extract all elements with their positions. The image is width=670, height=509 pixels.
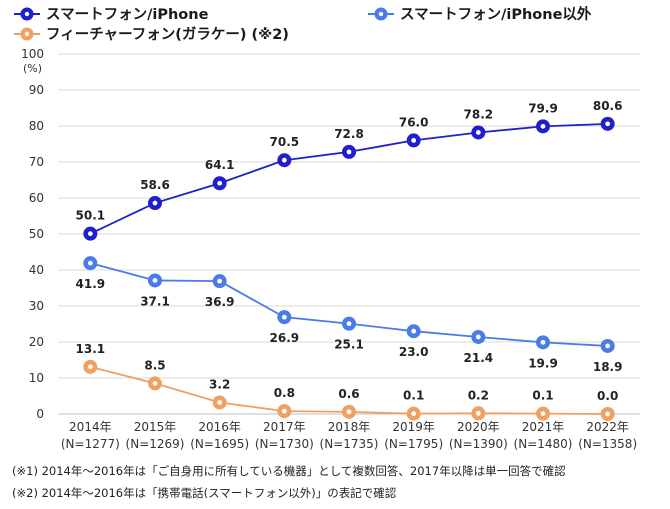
legend-label-smartphone-other: スマートフォン/iPhone以外 xyxy=(400,7,592,23)
legend-marker-smartphone-iphone xyxy=(14,7,40,20)
x-sample-size-label: (N=1480) xyxy=(514,437,573,451)
data-point-center xyxy=(217,180,223,186)
data-point-center xyxy=(87,364,93,370)
x-tick-label: 2022年 xyxy=(586,420,629,434)
x-sample-size-label: (N=1795) xyxy=(384,437,443,451)
data-label: 0.0 xyxy=(597,389,618,403)
line-chart: 0 10 20 30 40 50 60 70 80 90 100(%) 2014年 (N=1277) 20… xyxy=(21,47,640,451)
data-label: 80.6 xyxy=(593,99,623,113)
footnote-2: (※2) 2014年～2016年は「携帯電話(スマートフォン以外)」の表記で確認 xyxy=(12,486,397,500)
data-label: 26.9 xyxy=(270,331,300,345)
data-point-center xyxy=(411,138,417,143)
legend-item-smartphone-iphone: スマートフォン/iPhone xyxy=(14,3,208,24)
data-label: 50.1 xyxy=(76,209,106,223)
data-label: 0.2 xyxy=(468,388,489,402)
x-sample-size-label: (N=1735) xyxy=(320,437,379,451)
data-point-center xyxy=(281,408,287,414)
data-point-center xyxy=(475,130,481,135)
data-point-center xyxy=(411,411,417,417)
x-tick-label: 2016年 xyxy=(198,420,241,434)
footnotes: (※1) 2014年～2016年は「ご自身用に所有している機器」として複数回答、… xyxy=(12,460,566,504)
x-tick-label: 2019年 xyxy=(392,420,435,434)
data-point-center xyxy=(281,314,287,320)
legend-label-feature-phone: フィーチャーフォン(ガラケー) (※2) xyxy=(46,27,289,43)
x-sample-size-label: (N=1695) xyxy=(190,437,249,451)
x-sample-size-label: (N=1269) xyxy=(126,437,185,451)
data-label: 64.1 xyxy=(205,158,235,172)
data-label: 25.1 xyxy=(334,338,364,352)
y-tick-label: 90 xyxy=(29,83,44,97)
x-sample-size-label: (N=1390) xyxy=(449,437,508,451)
data-label: 8.5 xyxy=(144,358,165,372)
data-point-center xyxy=(152,381,158,386)
y-tick-label: 50 xyxy=(29,227,44,241)
y-tick-label: 40 xyxy=(29,263,44,277)
x-tick-label: 2015年 xyxy=(134,420,177,434)
data-point-center xyxy=(152,200,158,206)
data-label: 79.9 xyxy=(528,101,558,115)
data-point-center xyxy=(87,231,93,237)
x-tick-label: 2017年 xyxy=(263,420,306,434)
data-label: 37.1 xyxy=(140,294,170,308)
y-tick-label: 0 xyxy=(36,407,44,421)
data-point-center xyxy=(346,409,352,415)
y-tick-label: 100 xyxy=(21,47,44,61)
legend-marker-smartphone-other xyxy=(368,7,394,20)
data-point-center xyxy=(605,343,611,349)
data-point-center xyxy=(540,339,546,345)
data-point-center xyxy=(605,121,611,127)
data-label: 23.0 xyxy=(399,345,429,359)
x-sample-size-label: (N=1277) xyxy=(61,437,120,451)
x-sample-size-label: (N=1358) xyxy=(578,437,637,451)
data-label: 70.5 xyxy=(270,135,300,149)
data-label: 0.1 xyxy=(532,389,553,403)
data-point-center xyxy=(87,260,93,266)
data-point-center xyxy=(346,149,352,155)
data-label: 0.8 xyxy=(274,386,295,400)
data-point-center xyxy=(540,123,546,129)
x-tick-label: 2021年 xyxy=(522,420,565,434)
y-tick-label: 70 xyxy=(29,155,44,169)
x-sample-size-label: (N=1730) xyxy=(255,437,314,451)
data-point-center xyxy=(152,278,158,283)
data-label: 19.9 xyxy=(528,356,558,370)
data-point-center xyxy=(217,278,223,284)
legend-item-smartphone-other: スマートフォン/iPhone以外 xyxy=(368,3,591,24)
data-label: 36.9 xyxy=(205,295,235,309)
data-label: 21.4 xyxy=(464,351,494,365)
data-label: 0.6 xyxy=(338,387,359,401)
data-label: 13.1 xyxy=(76,342,106,356)
data-label: 72.8 xyxy=(334,127,364,141)
data-label: 76.0 xyxy=(399,115,429,129)
legend-item-feature-phone: フィーチャーフォン(ガラケー) (※2) xyxy=(14,23,289,44)
data-point-center xyxy=(475,334,481,340)
data-point-center xyxy=(540,411,546,417)
data-label: 41.9 xyxy=(76,277,106,291)
data-point-center xyxy=(217,400,223,405)
x-tick-label: 2020年 xyxy=(457,420,500,434)
data-label: 78.2 xyxy=(464,107,494,121)
data-label: 18.9 xyxy=(593,360,623,374)
data-point-center xyxy=(281,157,287,163)
data-label: 0.1 xyxy=(403,389,424,403)
y-tick-label: 10 xyxy=(29,371,44,385)
data-point-center xyxy=(605,411,611,417)
y-axis-unit: (%) xyxy=(23,62,42,75)
y-tick-label: 80 xyxy=(29,119,44,133)
data-point-center xyxy=(411,328,417,334)
x-tick-label: 2018年 xyxy=(328,420,371,434)
y-tick-label: 30 xyxy=(29,299,44,313)
data-point-center xyxy=(475,410,481,416)
x-tick-label: 2014年 xyxy=(69,420,112,434)
data-label: 3.2 xyxy=(209,377,230,391)
legend-marker-feature-phone xyxy=(14,27,40,40)
data-label: 58.6 xyxy=(140,178,170,192)
footnote-1: (※1) 2014年～2016年は「ご自身用に所有している機器」として複数回答、… xyxy=(12,464,566,478)
data-point-center xyxy=(346,321,352,327)
y-tick-label: 20 xyxy=(29,335,44,349)
y-tick-label: 60 xyxy=(29,191,44,205)
legend-label-smartphone-iphone: スマートフォン/iPhone xyxy=(46,7,209,23)
